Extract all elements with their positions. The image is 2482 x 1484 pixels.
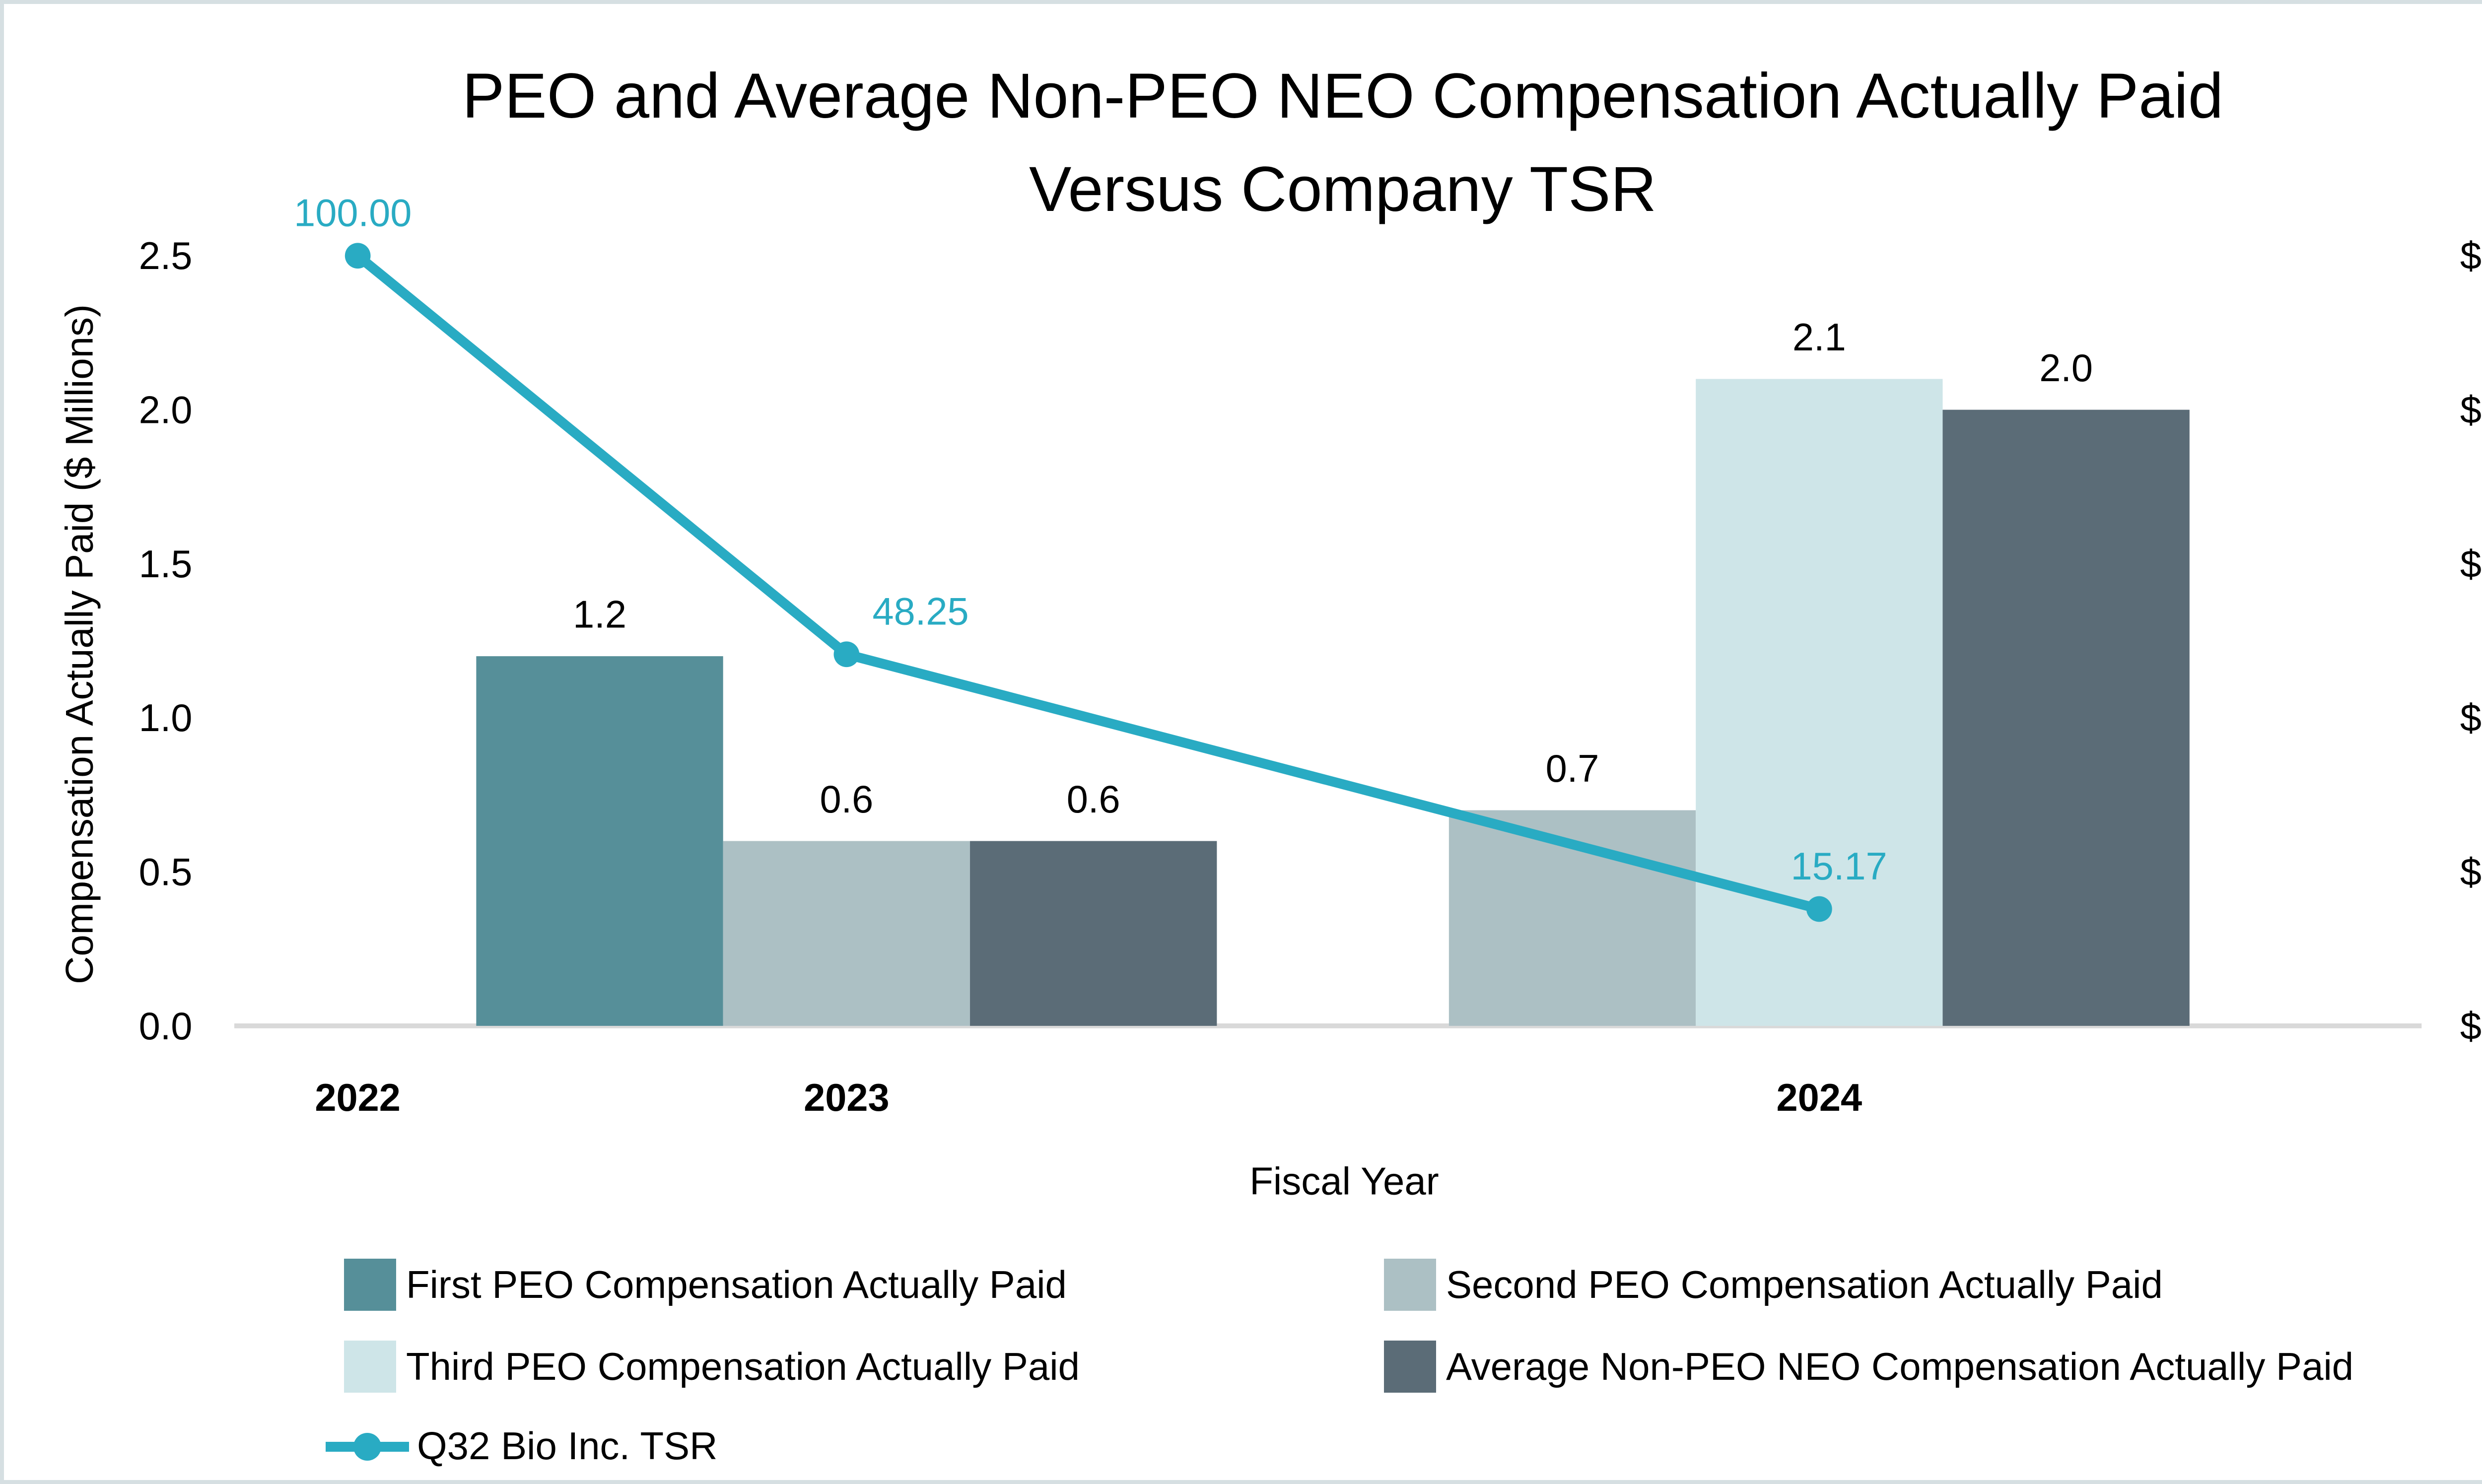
legend-entry-third-peo: Third PEO Compensation Actually Paid bbox=[344, 1340, 1080, 1393]
tsr-marker-2023 bbox=[833, 641, 860, 668]
y-axis-left-tick: 1.5 bbox=[139, 543, 193, 586]
bar-label-2024: 0.7 bbox=[1546, 747, 1599, 790]
y-axis-left-tick: 2.0 bbox=[139, 389, 193, 431]
bar-label-2024: 2.0 bbox=[2039, 347, 2093, 390]
y-axis-right-tick: $0 bbox=[2460, 1005, 2482, 1048]
x-axis-tick-2022: 2022 bbox=[315, 1077, 401, 1119]
bar-label-2023: 0.6 bbox=[820, 778, 873, 821]
legend-label-tsr: Q32 Bio Inc. TSR bbox=[417, 1423, 718, 1468]
chart-title-line2: Versus Company TSR bbox=[1029, 154, 1656, 225]
chart-title: PEO and Average Non-PEO NEO Compensation… bbox=[4, 50, 2482, 236]
tsr-label-2024: 15.17 bbox=[1791, 845, 1887, 888]
tsr-label-2022: 100.00 bbox=[294, 192, 412, 235]
bar-2024-2 bbox=[1696, 379, 1943, 1026]
legend-dot-icon bbox=[353, 1432, 381, 1461]
tsr-marker-2022 bbox=[345, 243, 371, 269]
chart-svg: 0.0 0.5 1.0 1.5 2.0 2.5 $0 $20 $40 $60 $80 $100 2022… bbox=[139, 192, 2482, 1119]
y-axis-right-tick: $60 bbox=[2460, 543, 2482, 586]
y-axis-right-tick: $80 bbox=[2460, 389, 2482, 431]
legend-entry-tsr: Q32 Bio Inc. TSR bbox=[326, 1419, 718, 1473]
bar-2024-3 bbox=[1942, 409, 2190, 1026]
tsr-label-2023: 48.25 bbox=[873, 591, 969, 633]
legend-entry-avg-non-peo-neo: Average Non-PEO NEO Compensation Actuall… bbox=[1384, 1340, 2353, 1393]
legend-swatch-avg-non-peo-neo bbox=[1384, 1340, 1436, 1393]
legend-label-first-peo: First PEO Compensation Actually Paid bbox=[406, 1262, 1067, 1306]
y-axis-left-tick: 2.5 bbox=[139, 235, 193, 277]
legend-entry-first-peo: First PEO Compensation Actually Paid bbox=[344, 1258, 1067, 1311]
legend-label-third-peo: Third PEO Compensation Actually Paid bbox=[406, 1344, 1080, 1388]
legend-line-marker-icon bbox=[326, 1420, 409, 1472]
y-axis-right-tick: $100 bbox=[2460, 235, 2482, 277]
y-axis-left-tick: 0.5 bbox=[139, 851, 193, 893]
x-axis-tick-2023: 2023 bbox=[804, 1077, 890, 1119]
tsr-marker-2024 bbox=[1806, 896, 1832, 922]
bar-2023-3 bbox=[970, 841, 1217, 1026]
y-axis-right-tick: $20 bbox=[2460, 851, 2482, 893]
y-axis-right-tick: $40 bbox=[2460, 697, 2482, 740]
y-axis-left-tick: 1.0 bbox=[139, 697, 193, 740]
y-axis-left-tick: 0.0 bbox=[139, 1005, 193, 1048]
x-axis-tick-2024: 2024 bbox=[1777, 1077, 1862, 1119]
bar-2023-2 bbox=[723, 841, 970, 1026]
bar-label-2024: 2.1 bbox=[1793, 316, 1846, 359]
x-axis-title: Fiscal Year bbox=[1249, 1159, 1439, 1203]
legend-label-avg-non-peo-neo: Average Non-PEO NEO Compensation Actuall… bbox=[1446, 1344, 2354, 1388]
legend-entry-second-peo: Second PEO Compensation Actually Paid bbox=[1384, 1258, 2163, 1311]
bar-2023-1 bbox=[476, 656, 723, 1026]
chart-title-line1: PEO and Average Non-PEO NEO Compensation… bbox=[462, 61, 2223, 132]
bar-label-2023: 0.6 bbox=[1067, 778, 1120, 821]
legend-swatch-first-peo bbox=[344, 1258, 396, 1311]
legend-swatch-second-peo bbox=[1384, 1258, 1436, 1311]
legend-swatch-third-peo bbox=[344, 1340, 396, 1393]
bar-label-2023: 1.2 bbox=[573, 593, 626, 636]
legend-label-second-peo: Second PEO Compensation Actually Paid bbox=[1446, 1262, 2163, 1306]
